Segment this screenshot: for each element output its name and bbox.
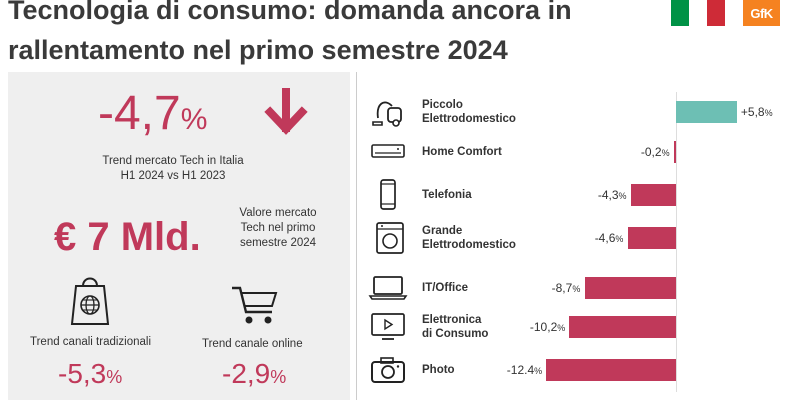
category-label: IT/Office bbox=[422, 281, 468, 295]
bar-value-number: -4,3 bbox=[597, 188, 619, 202]
bar-value-unit: % bbox=[618, 191, 627, 201]
category-label: Elettronica di Consumo bbox=[422, 313, 488, 341]
title-line-1: Tecnologia di consumo: domanda ancora in bbox=[8, 0, 572, 25]
gfk-logo: GfK bbox=[743, 0, 780, 26]
bar bbox=[630, 184, 676, 206]
bar-value-number: -0,2 bbox=[640, 145, 662, 159]
channel-label-traditional: Trend canali tradizionali bbox=[30, 336, 152, 348]
bar-value-label: -8,7% bbox=[552, 281, 581, 296]
bar-value-unit: % bbox=[615, 234, 624, 244]
market-value: € 7 Mld. bbox=[54, 215, 201, 259]
bar bbox=[545, 359, 676, 381]
category-label-line: Photo bbox=[422, 364, 455, 376]
bar-value-label: -4,6% bbox=[595, 231, 624, 246]
category-label-line: Piccolo bbox=[422, 99, 463, 111]
washing-machine-icon bbox=[374, 221, 406, 260]
category-label: Telefonia bbox=[422, 188, 472, 202]
bar-value-label: -10,2% bbox=[530, 320, 565, 335]
bar-value-label: -0,2% bbox=[641, 145, 670, 160]
trend-caption-line-1: Trend mercato Tech in Italia bbox=[102, 155, 244, 167]
bar-value-number: -10,2 bbox=[529, 320, 558, 334]
category-label-line: IT/Office bbox=[422, 282, 469, 294]
market-caption-line-2: Tech nel primo bbox=[240, 222, 316, 234]
air-conditioner-icon bbox=[370, 142, 406, 167]
category-label-line: Elettrodomestico bbox=[422, 113, 516, 125]
category-trend-chart: Piccolo Elettrodomestico +5,8% Home Comfort… bbox=[356, 72, 800, 400]
channel-value-traditional-unit: % bbox=[106, 367, 123, 387]
channel-value-traditional-number: -5,3 bbox=[58, 358, 107, 389]
category-label-line: Telefonia bbox=[422, 189, 472, 201]
smartphone-icon bbox=[378, 179, 398, 216]
title-line-2: rallentamento nel primo semestre 2024 bbox=[8, 35, 508, 65]
tv-play-icon bbox=[370, 312, 406, 347]
channel-value-online-number: -2,9 bbox=[222, 358, 271, 389]
bar-value-unit: % bbox=[572, 284, 581, 294]
bar-value-number: +5,8 bbox=[740, 105, 765, 119]
laptop-icon bbox=[368, 275, 408, 306]
market-caption-line-3: semestre 2024 bbox=[239, 237, 317, 249]
page-title: Tecnologia di consumo: domanda ancora in… bbox=[8, 0, 648, 70]
category-label: Photo bbox=[422, 363, 455, 377]
bar bbox=[627, 227, 676, 249]
bar-value-number: -4,6 bbox=[594, 231, 616, 245]
channel-value-online-unit: % bbox=[270, 367, 287, 387]
bar-value-label: -12.4% bbox=[507, 363, 542, 378]
category-label-line: Grande bbox=[422, 225, 463, 237]
bar-value-number: -8,7 bbox=[551, 281, 573, 295]
shopping-bag-globe-icon bbox=[70, 277, 110, 325]
bar-value-label: -4,3% bbox=[598, 188, 627, 203]
zero-axis-line bbox=[676, 92, 677, 392]
category-label-line: Home Comfort bbox=[422, 146, 502, 158]
italy-flag-icon bbox=[671, 0, 725, 26]
bar bbox=[584, 277, 676, 299]
summary-panel: -4,7% Trend mercato Tech in Italia H1 20… bbox=[8, 72, 350, 400]
bar-value-unit: % bbox=[534, 366, 543, 376]
bar-value-number: -12.4 bbox=[506, 363, 535, 377]
trend-caption-line-2: H1 2024 vs H1 2023 bbox=[120, 170, 226, 182]
category-label: Home Comfort bbox=[422, 145, 502, 159]
camera-icon bbox=[370, 355, 406, 390]
market-caption: Valore mercato Tech nel primo semestre 2… bbox=[218, 206, 338, 251]
category-label: Piccolo Elettrodomestico bbox=[422, 98, 516, 126]
trend-caption: Trend mercato Tech in Italia H1 2024 vs … bbox=[68, 154, 278, 184]
bar-value-unit: % bbox=[661, 148, 670, 158]
bar-value-unit: % bbox=[557, 323, 566, 333]
bar bbox=[568, 316, 676, 338]
logo-text: GfK bbox=[750, 5, 773, 21]
market-caption-line-1: Valore mercato bbox=[239, 207, 317, 219]
bar-value-unit: % bbox=[764, 108, 773, 118]
trend-unit: % bbox=[180, 103, 208, 136]
bar bbox=[676, 101, 737, 123]
channel-value-online: -2,9% bbox=[222, 358, 286, 393]
category-label: Grande Elettrodomestico bbox=[422, 224, 516, 252]
shopping-cart-icon bbox=[232, 286, 278, 324]
bar-value-label: +5,8% bbox=[741, 105, 773, 120]
channel-value-traditional: -5,3% bbox=[58, 358, 122, 393]
category-label-line: Elettrodomestico bbox=[422, 239, 516, 251]
category-label-line: di Consumo bbox=[422, 328, 489, 340]
bar bbox=[673, 141, 676, 163]
channel-label-online: Trend canale online bbox=[202, 338, 303, 350]
trend-number: -4,7 bbox=[98, 87, 181, 140]
category-label-line: Elettronica bbox=[422, 314, 482, 326]
arrow-down-icon bbox=[264, 88, 308, 135]
trend-value: -4,7% bbox=[98, 86, 207, 148]
panel-divider bbox=[356, 72, 357, 400]
vacuum-cleaner-icon bbox=[370, 96, 406, 133]
